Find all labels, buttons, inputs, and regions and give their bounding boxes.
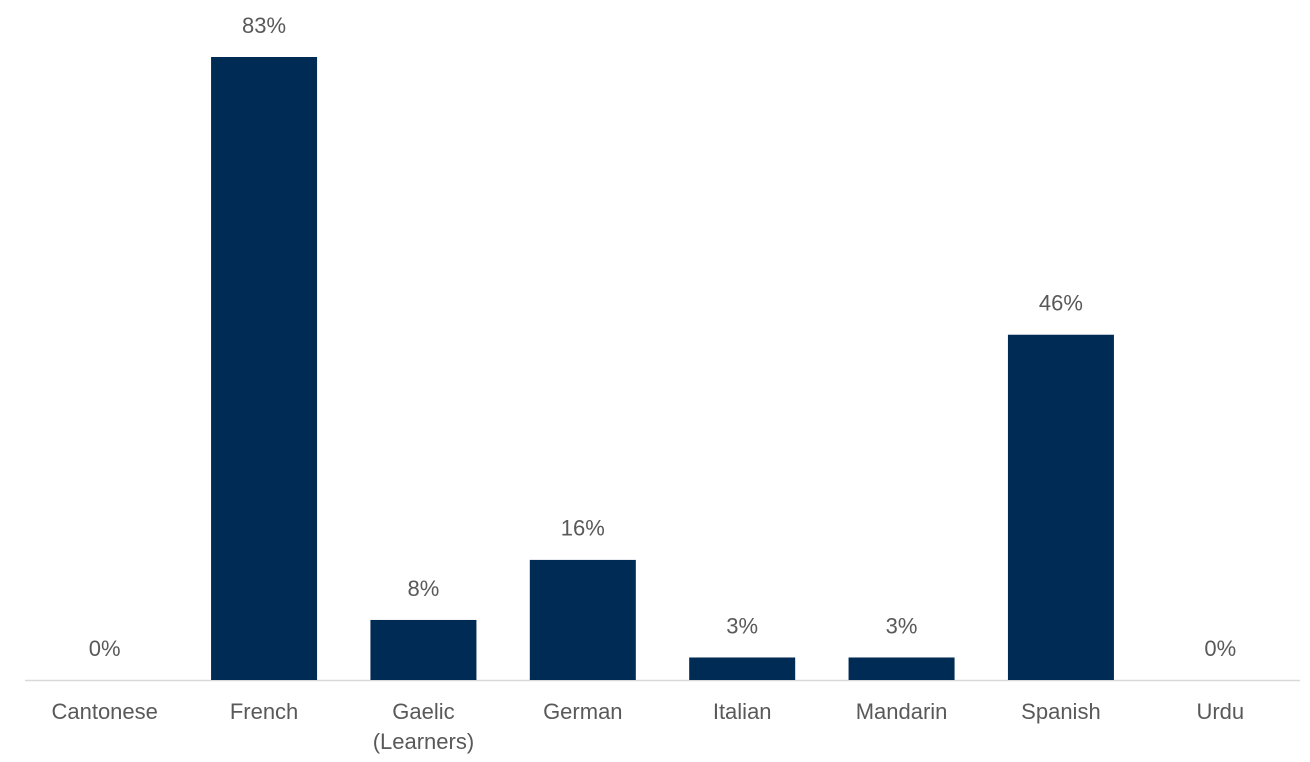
data-label: 16%: [561, 516, 605, 541]
data-label: 3%: [886, 613, 918, 638]
bar: [689, 657, 796, 680]
x-tick-label: Spanish: [1021, 699, 1101, 724]
x-tick-label: Italian: [712, 699, 772, 724]
data-label: 0%: [89, 636, 121, 661]
data-label: 8%: [408, 576, 440, 601]
data-label: 3%: [726, 613, 758, 638]
data-label: 46%: [1039, 291, 1083, 316]
x-tick-label: Gaelic (Learners): [372, 699, 475, 754]
bar: [529, 559, 636, 680]
bar: [1007, 334, 1114, 680]
bar: [370, 619, 477, 680]
x-tick-label: Cantonese: [51, 699, 158, 724]
data-label: 83%: [242, 13, 286, 38]
x-tick-label: French: [229, 699, 299, 724]
bar: [848, 657, 955, 680]
x-tick-label: Mandarin: [855, 699, 948, 724]
x-tick-label: German: [543, 699, 623, 724]
bar: [211, 57, 318, 680]
data-label: 0%: [1204, 636, 1236, 661]
x-tick-label: Urdu: [1196, 699, 1245, 724]
